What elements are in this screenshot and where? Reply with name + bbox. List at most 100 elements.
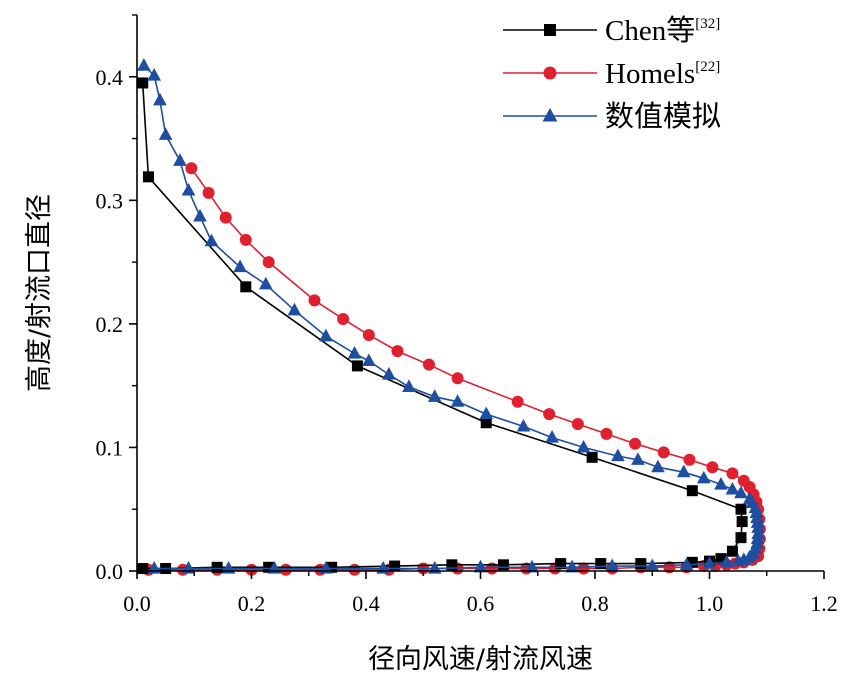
data-point-square <box>635 558 647 570</box>
series-line <box>141 82 743 570</box>
data-point-circle <box>262 256 275 269</box>
data-point-square <box>735 532 747 544</box>
axes: 0.0 0.2 0.4 0.6 0.8 1.0 1.2 0.0 0.1 0.2 0.3 0.4 <box>96 14 838 616</box>
y-tick-label: 0.0 <box>96 559 124 584</box>
data-point-square <box>497 559 509 571</box>
data-point-square <box>686 485 698 497</box>
data-point-square <box>736 516 748 528</box>
data-point-square <box>142 171 154 183</box>
data-point-circle <box>511 395 524 408</box>
data-point-square <box>326 561 338 573</box>
x-tick-label: 1.2 <box>810 591 838 616</box>
data-point-square <box>586 451 598 463</box>
series-square <box>137 77 748 575</box>
data-point-square <box>544 24 556 36</box>
data-point-square <box>595 558 607 570</box>
data-point-triangle <box>319 328 333 342</box>
legend-entry: 数值模拟 <box>503 100 721 133</box>
x-axis-label: 径向风速/射流风速 <box>368 644 593 675</box>
legend-name: Homels <box>605 58 695 90</box>
series-circle <box>142 162 766 576</box>
data-point-triangle <box>402 379 416 392</box>
data-point-triangle <box>158 127 173 140</box>
y-axis-label: 高度/射流口直径 <box>24 194 55 392</box>
data-point-triangle <box>702 556 717 569</box>
data-point-triangle <box>473 559 488 573</box>
data-point-triangle <box>651 459 665 473</box>
x-tick-label: 0.4 <box>352 591 380 616</box>
data-point-circle <box>600 427 613 440</box>
data-point-triangle <box>542 107 558 122</box>
data-point-triangle <box>719 554 734 568</box>
data-point-triangle <box>725 481 740 495</box>
data-point-circle <box>362 329 375 342</box>
data-point-circle <box>543 66 557 80</box>
data-point-triangle <box>565 559 579 573</box>
data-point-triangle <box>611 448 625 462</box>
data-point-triangle <box>605 558 619 572</box>
legend-label: Chen等[32] <box>605 14 720 47</box>
data-point-circle <box>279 563 292 576</box>
series-line <box>148 167 761 571</box>
data-point-circle <box>348 563 361 576</box>
legend-name: Chen等 <box>605 14 695 47</box>
data-point-triangle <box>258 276 273 290</box>
data-point-square <box>735 503 747 515</box>
data-point-triangle <box>382 367 396 380</box>
data-point-square <box>351 360 363 372</box>
data-point-square <box>446 559 458 571</box>
data-point-circle <box>308 294 321 307</box>
data-point-triangle <box>631 452 645 465</box>
data-point-triangle <box>676 464 691 478</box>
y-ticks: 0.0 0.1 0.2 0.3 0.4 <box>96 14 137 584</box>
data-point-triangle <box>479 406 494 420</box>
data-point-triangle <box>645 558 660 572</box>
x-tick-label: 0.8 <box>581 591 609 616</box>
data-point-square <box>137 563 149 575</box>
data-point-triangle <box>525 559 539 573</box>
x-tick-label: 0.0 <box>123 591 151 616</box>
data-point-circle <box>706 461 719 474</box>
data-point-square <box>240 281 252 293</box>
data-point-square <box>480 417 492 429</box>
data-point-circle <box>219 211 232 224</box>
x-tick-label: 0.2 <box>238 591 266 616</box>
data-point-triangle <box>696 470 711 484</box>
data-point-square <box>263 561 275 573</box>
data-point-triangle <box>173 153 187 166</box>
legend-label: Homels[22] <box>605 58 720 90</box>
data-point-triangle <box>516 418 531 432</box>
y-tick-label: 0.4 <box>96 65 124 90</box>
data-point-circle <box>629 437 642 450</box>
data-point-circle <box>543 408 556 421</box>
data-point-circle <box>657 446 670 459</box>
data-point-square <box>211 561 223 573</box>
data-point-triangle <box>714 477 728 490</box>
data-point-circle <box>571 417 584 430</box>
data-point-circle <box>185 162 198 175</box>
legend-reference: [32] <box>695 16 720 32</box>
y-tick-label: 0.1 <box>96 435 124 460</box>
data-point-triangle <box>576 439 591 453</box>
data-point-triangle <box>137 58 151 71</box>
x-tick-label: 1.0 <box>696 591 724 616</box>
data-point-triangle <box>545 430 559 443</box>
data-point-triangle <box>233 259 247 273</box>
data-point-triangle <box>147 68 161 81</box>
series-line <box>143 65 759 570</box>
data-point-triangle <box>734 485 748 499</box>
data-point-circle <box>451 372 464 385</box>
y-tick-label: 0.2 <box>96 312 124 337</box>
data-point-square <box>555 558 567 570</box>
x-tick-label: 0.6 <box>467 591 495 616</box>
data-point-circle <box>391 345 404 358</box>
data-point-triangle <box>153 92 167 106</box>
data-point-square <box>726 545 738 557</box>
data-point-triangle <box>731 553 745 567</box>
legend-label: 数值模拟 <box>605 100 721 133</box>
data-point-circle <box>202 186 215 199</box>
data-point-circle <box>337 312 350 325</box>
legend: Chen等[32] Homels[22] 数值模拟 <box>503 14 721 133</box>
legend-entry: Chen等[32] <box>503 14 720 47</box>
